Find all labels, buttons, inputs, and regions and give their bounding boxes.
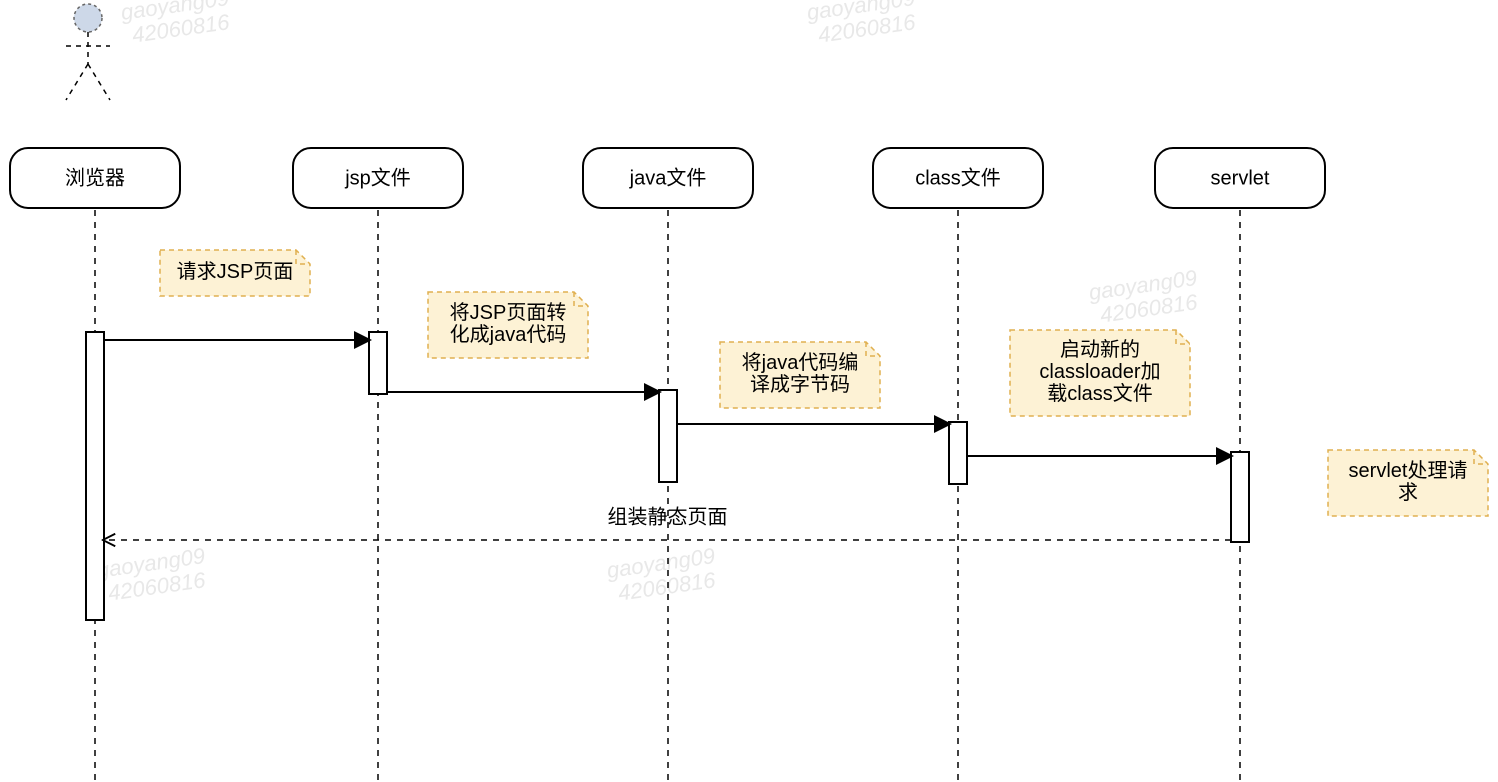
- activation-servlet: [1231, 452, 1249, 542]
- participant-label-java: java文件: [629, 166, 707, 189]
- participant-label-class: class文件: [915, 166, 1001, 189]
- svg-text:gaoyang0942060816: gaoyang0942060816: [605, 543, 720, 607]
- message-label: 组装静态页面: [608, 505, 728, 528]
- activation-class: [949, 422, 967, 484]
- watermark: gaoyang0942060816: [605, 543, 720, 607]
- watermark: gaoyang0942060816: [95, 543, 210, 607]
- svg-text:gaoyang0942060816: gaoyang0942060816: [95, 543, 210, 607]
- svg-text:gaoyang0942060816: gaoyang0942060816: [119, 0, 234, 49]
- participant-label-browser: 浏览器: [65, 166, 125, 189]
- watermark: gaoyang0942060816: [119, 0, 234, 49]
- actor-leg-left: [66, 64, 88, 100]
- actor-head: [74, 4, 102, 32]
- activation-browser: [86, 332, 104, 620]
- actor-leg-right: [88, 64, 110, 100]
- activation-java: [659, 390, 677, 482]
- svg-text:gaoyang0942060816: gaoyang0942060816: [1087, 265, 1202, 329]
- participant-label-jsp: jsp文件: [344, 166, 411, 189]
- note-text: 将JSP页面转化成java代码: [450, 301, 567, 346]
- watermark: gaoyang0942060816: [1087, 265, 1202, 329]
- watermark: gaoyang0942060816: [805, 0, 920, 49]
- svg-text:gaoyang0942060816: gaoyang0942060816: [805, 0, 920, 49]
- participant-label-servlet: servlet: [1211, 167, 1270, 189]
- activation-jsp: [369, 332, 387, 394]
- note-text: 将java代码编译成字节码: [742, 351, 859, 396]
- sequence-diagram: gaoyang0942060816 gaoyang0942060816 gaoyan…: [0, 0, 1498, 782]
- note-text: 请求JSP页面: [177, 260, 294, 283]
